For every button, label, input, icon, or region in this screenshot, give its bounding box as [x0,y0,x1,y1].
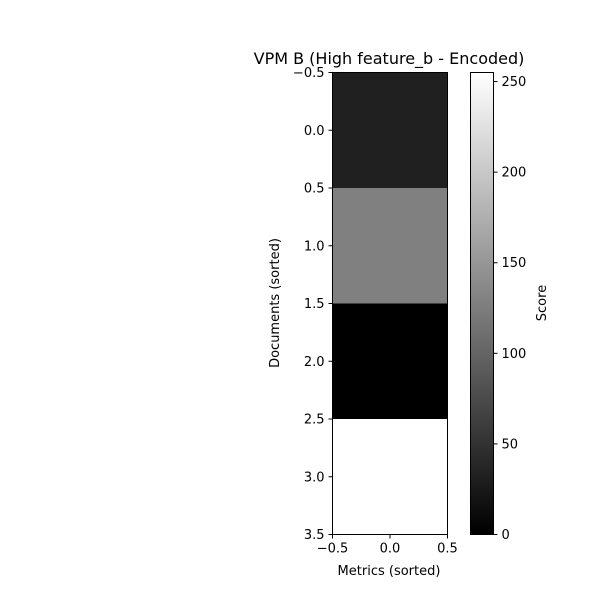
colorbar-label: Score [535,285,550,321]
colorbar [470,72,494,535]
colorbar-tick-label: 100 [502,347,527,362]
x-axis-label: Metrics (sorted) [338,564,441,579]
y-axis-label: Documents (sorted) [268,238,283,368]
heatmap-cell [332,419,448,535]
colorbar-tick-label: 50 [502,437,519,452]
y-tick-label: 3.5 [304,528,325,543]
x-tick-label: 0.5 [437,542,458,557]
y-tick-label: 1.5 [304,297,325,312]
x-tick-label: 0.0 [380,542,401,557]
y-tick-label: 1.0 [304,239,325,254]
colorbar-ticks: 0 50 100 150 200 250 [493,75,527,543]
x-axis-ticks: −0.5 0.0 0.5 [317,534,458,557]
x-tick-label: −0.5 [317,542,349,557]
heatmap-cell [332,72,448,188]
y-tick-label: 3.0 [304,470,325,485]
heatmap-cells [332,72,448,535]
chart-title: VPM B (High feature_b - Encoded) [254,49,525,69]
y-axis-ticks: −0.5 0.0 0.5 1.0 1.5 2.0 2.5 3.0 3.5 [293,66,333,543]
y-tick-label: 0.0 [304,124,325,139]
colorbar-tick-label: 200 [502,166,527,181]
heatmap-cell [332,188,448,304]
y-tick-label: 2.0 [304,355,325,370]
y-tick-label: −0.5 [293,66,325,81]
colorbar-tick-label: 250 [502,75,527,90]
y-tick-label: 2.5 [304,413,325,428]
colorbar-tick-label: 150 [502,256,527,271]
colorbar-tick-label: 0 [502,528,510,543]
y-tick-label: 0.5 [304,182,325,197]
heatmap-cell [332,303,448,419]
